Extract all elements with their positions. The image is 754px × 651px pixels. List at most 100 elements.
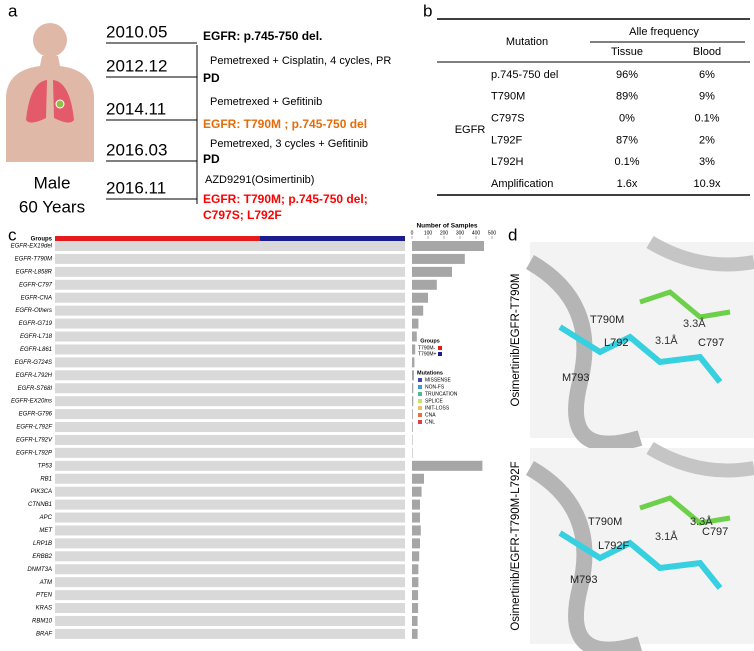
row-label: EGFR-L792P (16, 450, 52, 456)
row-track (55, 292, 405, 303)
residue-label: M793 (562, 372, 590, 384)
sex: Male (34, 173, 71, 192)
cell: Amplification (491, 178, 553, 190)
row-track (55, 460, 405, 471)
count-bar (412, 525, 421, 536)
row-track (55, 603, 405, 614)
row-label: EGFR-CNA (21, 295, 52, 301)
legend-swatch (418, 385, 422, 389)
legend-swatch (418, 392, 422, 396)
row-label: EGFR-EX20ins (11, 399, 52, 405)
row-label: EGFR-L792F (16, 425, 52, 431)
legend-label: INIT-LOSS (425, 405, 450, 411)
legend-label: MISSENSE (425, 377, 452, 383)
row-label: Groups (31, 237, 53, 243)
tick-label: 200 (440, 230, 449, 236)
legend-swatch (438, 352, 442, 356)
residue-label: C797 (698, 337, 724, 349)
row-label: EGFR-L858R (16, 269, 53, 275)
row-label: ERBB2 (32, 554, 52, 560)
row-track (55, 331, 405, 342)
count-bar (412, 512, 420, 523)
row-label: EGFR-G724S (15, 360, 52, 366)
cell: 89% (616, 91, 638, 103)
row-label: LRP1B (33, 541, 52, 547)
residue-label: 3.3Å (690, 515, 713, 528)
event: AZD9291(Osimertinib) (205, 174, 314, 186)
row-label: DNMT3A (27, 567, 52, 573)
count-bar (412, 292, 428, 303)
row-track (55, 486, 405, 497)
col-header: Mutation (506, 36, 548, 48)
count-bar (412, 344, 416, 355)
panel-letter: d (508, 225, 517, 244)
count-bar (412, 473, 424, 484)
count-bar (412, 279, 437, 290)
row-label: RB1 (40, 476, 52, 482)
row-track (55, 499, 405, 510)
row-label: TP53 (38, 463, 53, 469)
legend-title: Groups (420, 338, 440, 344)
col-header: Alle frequency (629, 26, 699, 38)
row-label: EGFR-S768I (18, 386, 53, 392)
count-bar (412, 396, 414, 407)
table-rules (437, 18, 750, 196)
legend-swatch (418, 378, 422, 382)
panel-title: Osimertinib/EGFR-T790M-L792F (510, 461, 522, 630)
tick-label: 300 (456, 230, 465, 236)
legend-title: Mutations (417, 370, 443, 376)
legend-label: TRUNCATION (425, 391, 458, 397)
legend-label: NON-FS (425, 384, 445, 390)
cell: L792F (491, 134, 522, 146)
row-label: EGFR-G796 (19, 412, 53, 418)
row-track (55, 279, 405, 290)
count-bar (412, 370, 414, 381)
count-bar (412, 383, 414, 394)
count-bar (412, 628, 418, 639)
legend-swatch (418, 413, 422, 417)
event: C797S; L792F (203, 208, 282, 222)
count-bar (412, 266, 452, 277)
count-bar (412, 241, 484, 251)
panel-letter: b (423, 1, 432, 20)
count-bar (412, 577, 419, 588)
residue-label: 3.1Å (655, 530, 678, 543)
structure-image (530, 242, 754, 438)
count-bar (412, 305, 424, 316)
cell: 87% (616, 134, 638, 146)
event: EGFR: p.745-750 del. (203, 29, 322, 43)
legend-swatch (418, 406, 422, 410)
row-track (55, 615, 405, 626)
row-track (55, 422, 405, 433)
cell: C797S (491, 113, 525, 125)
residue-label: 3.1Å (655, 334, 678, 347)
row-track (55, 538, 405, 549)
cell: 0% (619, 113, 635, 125)
row-track (55, 396, 405, 407)
tick-label: 400 (472, 230, 481, 236)
panel-letter: a (8, 1, 18, 20)
gene: EGFR (455, 124, 486, 136)
event: PD (203, 152, 220, 166)
count-bar (412, 422, 413, 433)
date: 2016.11 (106, 178, 166, 197)
event: Pemetrexed + Gefitinib (210, 96, 322, 108)
residue-sticks (558, 324, 723, 384)
tick-label: 100 (424, 230, 433, 236)
event: EGFR: T790M; p.745-750 del; (203, 192, 368, 206)
row-track (55, 628, 405, 639)
residue-sticks (558, 530, 723, 590)
row-label: EGFR-C797 (19, 282, 53, 288)
count-bar (412, 603, 419, 614)
count-bar (412, 590, 419, 601)
col-header: Tissue (611, 46, 643, 58)
count-bar (412, 357, 415, 368)
legend-swatch (418, 399, 422, 403)
group-bar (55, 236, 260, 241)
row-label: APC (39, 515, 53, 521)
structure-image (530, 448, 754, 644)
row-track (55, 473, 405, 484)
residue-label: T790M (590, 314, 624, 326)
drug-molecule (639, 495, 731, 526)
